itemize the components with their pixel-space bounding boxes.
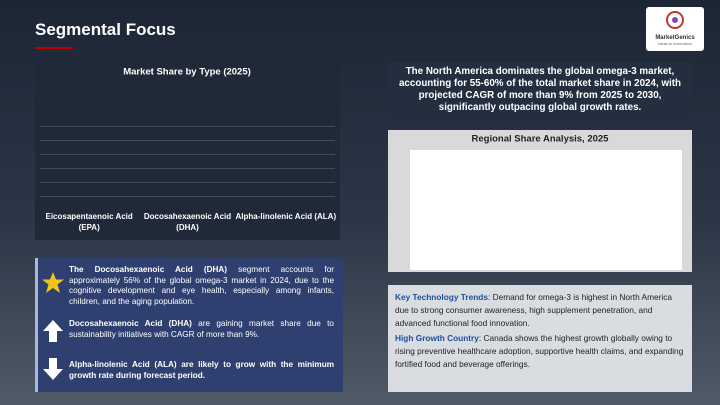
highlight-text: Alpha-linolenic Acid (ALA) are likely to… [69, 360, 334, 381]
insights-panel [388, 285, 692, 392]
down-arrow-icon [43, 358, 63, 380]
x-tick-label: Alpha-linolenic Acid (ALA) [235, 212, 337, 221]
highlight-text: Docosahexaenoic Acid (DHA) are gaining m… [69, 319, 334, 340]
insight-body: : Canada shows the highest growth global… [395, 333, 684, 369]
logo-icon: 56%84%USACanadaMexico [666, 11, 720, 216]
title-underline [35, 47, 73, 49]
x-tick-label: Eicosapentaenoic Acid (EPA) [45, 212, 133, 232]
right-plot-area [410, 150, 682, 270]
highlight-bold: The Docosahexaenoic Acid (DHA) [69, 265, 228, 274]
summary-panel [388, 62, 692, 122]
star-icon [42, 272, 64, 293]
chart-title: Regional Share Analysis, 2025 [472, 134, 610, 145]
highlight-bold: Alpha-linolenic Acid (ALA) are likely to… [69, 360, 334, 380]
insights-text: Key Technology Trends: Demand for omega-… [395, 291, 687, 373]
grid-pattern [40, 113, 335, 205]
logo-name: MarketGenics [655, 35, 695, 41]
highlights-panel [35, 258, 343, 392]
summary-text: The North America dominates the global o… [398, 66, 681, 113]
highlight-bold: Docosahexaenoic Acid (DHA) [69, 319, 192, 328]
logo: 56%84%USACanadaMexico MarketGenics Ideas… [646, 7, 720, 216]
up-arrow-icon [43, 320, 63, 342]
insight-label: High Growth Country [395, 333, 479, 343]
insight-paragraph: High Growth Country: Canada shows the hi… [395, 332, 687, 371]
insight-label: Key Technology Trends [395, 292, 488, 302]
insight-body: : Demand for omega-3 is highest in North… [395, 292, 672, 328]
highlight-text: The Docosahexaenoic Acid (DHA) segment a… [69, 265, 334, 307]
insight-paragraph: Key Technology Trends: Demand for omega-… [395, 291, 687, 330]
highlight-body: are gaining market share due to sustaina… [69, 319, 334, 339]
highlight-body: segment accounts for approximately 56% o… [69, 265, 334, 306]
chart-title: Market Share by Type (2025) [123, 67, 251, 78]
logo-tagline: Ideas to Innovation [658, 41, 692, 46]
x-tick-label: Docosahexaenoic Acid (DHA) [143, 212, 232, 232]
slide-title: Segmental Focus [35, 20, 176, 39]
